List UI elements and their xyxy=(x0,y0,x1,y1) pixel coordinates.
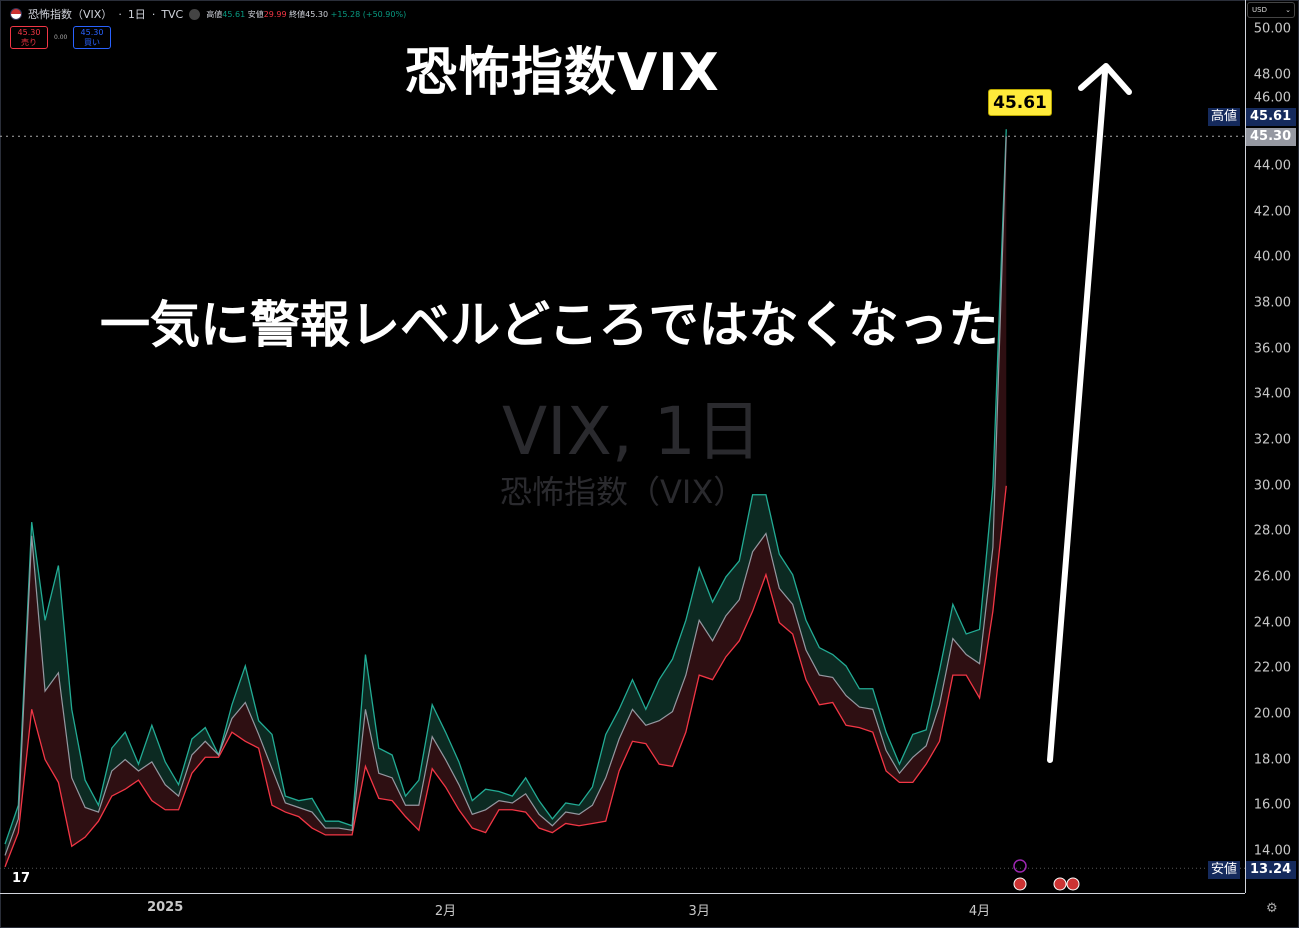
high-tag-label: 高値 xyxy=(1208,108,1241,126)
low-value: 29.99 xyxy=(263,9,287,19)
interval[interactable]: 1日 xyxy=(127,8,146,21)
time-tick: 3月 xyxy=(688,904,710,919)
price-tick: 22.00 xyxy=(1253,660,1291,676)
price-tick: 20.00 xyxy=(1253,706,1291,722)
watermark-symbol: VIX, 1日 xyxy=(502,393,762,470)
change-value: +15.28 (+50.90%) xyxy=(330,9,407,19)
source: TVC xyxy=(161,7,184,21)
watermark-name: 恐怖指数（VIX） xyxy=(500,473,746,511)
time-tick: 4月 xyxy=(968,904,991,919)
settings-icon[interactable]: ⚙ xyxy=(1266,901,1278,916)
price-tick: 24.00 xyxy=(1253,615,1291,631)
collapse-icon[interactable] xyxy=(189,8,201,20)
low-tag-label: 安値 xyxy=(1208,861,1241,879)
high-line xyxy=(4,129,1007,845)
close-value: 45.30 xyxy=(305,9,329,19)
overlay-subtitle: 一気に警報レベルどころではなくなった xyxy=(100,296,999,354)
price-tick: 38.00 xyxy=(1253,295,1291,311)
economic-event-flag-icon xyxy=(1066,877,1080,891)
price-chart[interactable] xyxy=(0,0,1245,893)
price-tick: 18.00 xyxy=(1253,752,1291,768)
low-tag: 13.24 xyxy=(1246,861,1296,879)
price-tick: 36.00 xyxy=(1253,341,1291,357)
price-tick: 28.00 xyxy=(1253,523,1291,539)
up-arrow-shaft xyxy=(1047,69,1108,763)
buy-label: 買い xyxy=(84,38,100,47)
legend-header: 恐怖指数（VIX） · 1日 · TVC 高値45.61 安値29.99 終値45.… xyxy=(10,6,406,22)
price-tick: 14.00 xyxy=(1253,843,1291,859)
close-low-fill xyxy=(5,136,1007,867)
high-value: 45.61 xyxy=(222,9,246,19)
overlay-title: 恐怖指数VIX xyxy=(405,43,720,103)
tradingview-logo[interactable]: 𝟭𝟳 xyxy=(12,871,31,886)
symbol-name[interactable]: 恐怖指数（VIX） xyxy=(28,8,113,21)
time-tick: 2月 xyxy=(434,904,457,919)
price-tick: 42.00 xyxy=(1253,204,1291,220)
event-icon xyxy=(1013,859,1027,873)
price-tick: 48.00 xyxy=(1253,67,1291,83)
sell-button[interactable]: 45.30 売り xyxy=(10,26,48,49)
low-line xyxy=(4,485,1007,868)
price-tick: 30.00 xyxy=(1253,478,1291,494)
currency-select[interactable]: USD ⌄ xyxy=(1247,2,1295,18)
time-tick: 2025 xyxy=(147,900,184,915)
price-tick: 26.00 xyxy=(1253,569,1291,585)
high-callout: 45.61 xyxy=(988,89,1052,116)
price-tick: 46.00 xyxy=(1253,90,1291,106)
price-tick: 32.00 xyxy=(1253,432,1291,448)
spread: 0.00 xyxy=(54,34,68,41)
price-axis[interactable]: 14.00 16.00 18.00 20.00 22.00 24.00 26.00 28.00… xyxy=(1245,0,1299,893)
high-close-fill xyxy=(5,129,1007,856)
economic-event-flag-icon xyxy=(1013,877,1027,891)
close-label: 終値 xyxy=(289,9,306,19)
price-tick: 50.00 xyxy=(1253,21,1291,37)
last-price-tag: 45.30 xyxy=(1246,128,1296,146)
time-axis[interactable]: 2025 2月 3月 4月 xyxy=(0,893,1245,928)
high-tag: 45.61 xyxy=(1246,108,1296,126)
price-tick: 16.00 xyxy=(1253,797,1291,813)
buy-button[interactable]: 45.30 買い xyxy=(73,26,111,49)
currency-value: USD xyxy=(1252,6,1267,14)
economic-event-flag-icon xyxy=(1053,877,1067,891)
up-arrow-head xyxy=(1078,63,1132,95)
sell-label: 売り xyxy=(21,38,37,47)
price-tick: 44.00 xyxy=(1253,158,1291,174)
sell-price: 45.30 xyxy=(17,28,41,37)
price-tick: 34.00 xyxy=(1253,386,1291,402)
close-line xyxy=(4,136,1007,856)
low-label: 安値 xyxy=(247,9,264,19)
high-label: 高値 xyxy=(206,9,223,19)
chevron-down-icon: ⌄ xyxy=(1285,6,1291,14)
us-flag-icon xyxy=(10,8,22,20)
buy-price: 45.30 xyxy=(80,28,104,37)
price-tick: 40.00 xyxy=(1253,249,1291,265)
